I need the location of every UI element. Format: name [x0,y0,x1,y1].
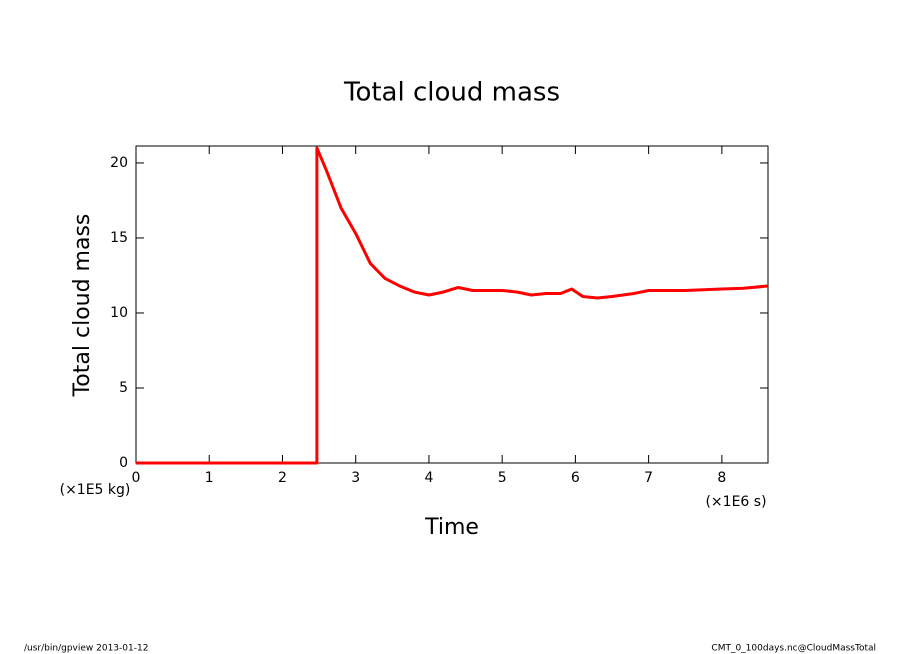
data-line [136,146,769,465]
y-tick-label: 20 [110,155,128,171]
plot-frame [135,145,769,464]
x-tick-label: 8 [717,470,726,486]
y-tick-label: 5 [119,380,128,396]
x-tick-label: 2 [278,470,287,486]
y-tick-label: 10 [110,305,128,321]
x-tick-label: 1 [205,470,214,486]
y-tick-label: 15 [110,230,128,246]
y-units: (×1E5 kg) [60,482,131,498]
x-tick-label: 4 [424,470,433,486]
x-tick-label: 6 [571,470,580,486]
x-tick-label: 5 [498,470,507,486]
x-tick-label: 0 [132,470,141,486]
x-tick-label: 3 [351,470,360,486]
x-units: (×1E6 s) [705,494,766,510]
y-axis-label: Total cloud mass [70,214,95,398]
footer-right: CMT_0_100days.nc@CloudMassTotal [711,644,876,654]
chart-title: Total cloud mass [343,78,560,108]
footer-left: /usr/bin/gpview 2013-01-12 [24,644,148,654]
y-tick-label: 0 [119,455,128,471]
x-axis-label: Time [424,515,479,540]
x-tick-label: 7 [644,470,653,486]
